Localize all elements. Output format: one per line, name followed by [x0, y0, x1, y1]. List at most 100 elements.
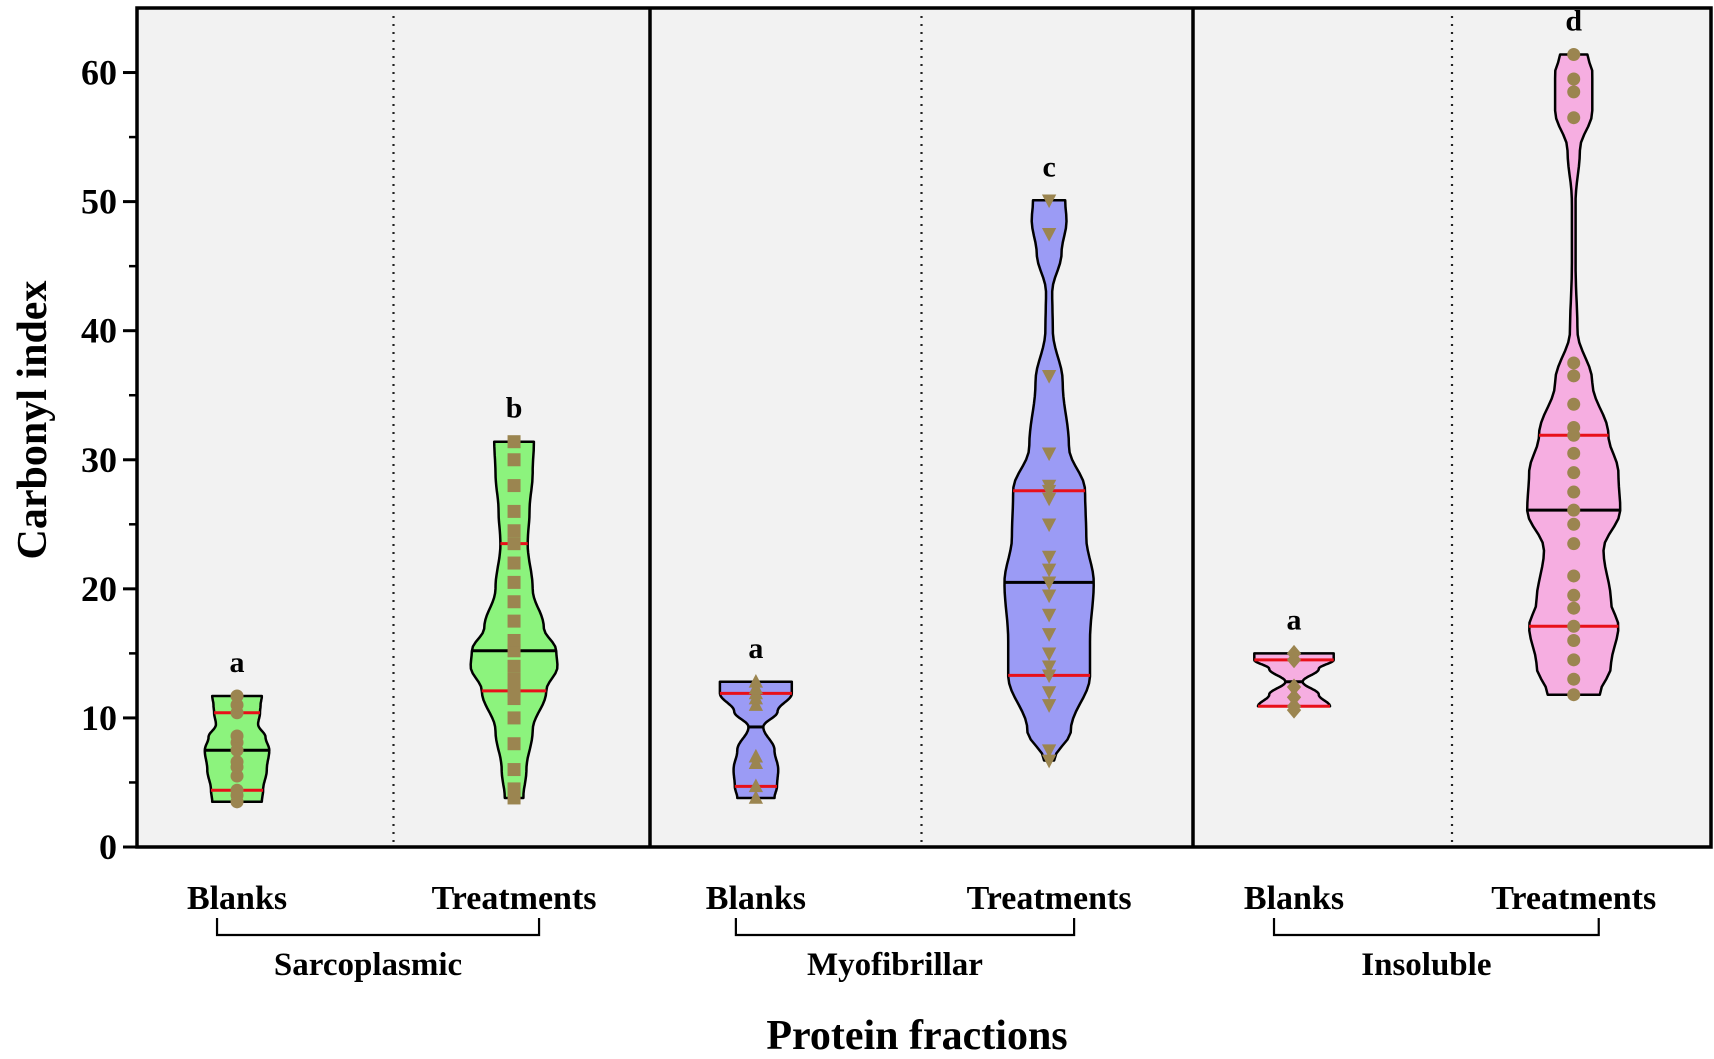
violins: a b a c a d	[203, 4, 1622, 809]
significance-label: a	[748, 632, 763, 665]
violin-body	[718, 680, 794, 800]
data-point	[1041, 370, 1057, 384]
data-point	[507, 672, 521, 686]
data-point	[1567, 601, 1581, 615]
category-label: Blanks	[706, 880, 806, 917]
category-label: Blanks	[187, 880, 287, 917]
violin-insoluble-treatments: d	[1525, 4, 1622, 702]
data-point	[1567, 397, 1581, 411]
plot-border	[135, 6, 1713, 849]
data-point	[230, 755, 244, 769]
group-label: Myofibrillar	[807, 947, 983, 983]
data-point	[230, 783, 244, 797]
data-point	[1041, 589, 1057, 604]
group-bracket	[1272, 918, 1600, 937]
data-point	[1567, 446, 1581, 460]
data-point	[507, 595, 521, 609]
data-point	[230, 729, 244, 743]
y-tick-label: 20	[81, 569, 117, 609]
data-point	[1567, 503, 1581, 517]
data-point	[1041, 669, 1057, 684]
data-point	[507, 435, 521, 449]
panel-backgrounds	[137, 8, 1711, 847]
y-axis: 0 10 20 30 40 50 60	[81, 53, 137, 867]
data-point	[1041, 628, 1057, 642]
data-point	[1567, 588, 1581, 602]
data-point	[507, 737, 521, 751]
y-tick-label: 10	[81, 698, 117, 738]
plot-frame	[135, 6, 1713, 849]
data-point	[1041, 492, 1057, 507]
data-point	[1567, 633, 1581, 647]
data-point	[507, 537, 521, 551]
violin-sarcoplasmic-blanks: a	[203, 646, 271, 809]
data-point	[507, 524, 521, 538]
data-point	[1041, 754, 1057, 769]
x-axis-labels: Blanks Treatments Sarcoplasmic Blanks Treatm…	[187, 880, 1656, 983]
data-point	[507, 614, 521, 628]
significance-label: a	[230, 646, 245, 679]
data-point	[1286, 644, 1302, 662]
data-point	[1041, 660, 1057, 675]
data-point	[1567, 85, 1581, 99]
data-point	[1567, 421, 1581, 434]
data-point	[1567, 369, 1581, 383]
data-point	[1567, 537, 1581, 551]
data-point	[1567, 569, 1581, 583]
data-point	[1567, 356, 1581, 370]
data-point	[1567, 485, 1581, 499]
data-point	[507, 453, 521, 467]
y-tick-label: 60	[81, 53, 117, 93]
data-point	[230, 698, 244, 712]
data-point	[507, 575, 521, 589]
data-point	[1567, 111, 1581, 125]
data-point	[1567, 672, 1581, 686]
data-point	[1567, 688, 1581, 702]
data-point	[1567, 466, 1581, 480]
group-bracket	[734, 918, 1076, 937]
data-point	[1567, 517, 1581, 531]
significance-label: a	[1287, 603, 1302, 636]
category-label: Blanks	[1244, 880, 1344, 917]
data-point	[230, 769, 244, 783]
data-point	[1286, 678, 1302, 696]
data-point	[230, 689, 244, 703]
data-point	[507, 633, 521, 647]
data-point	[1041, 608, 1057, 623]
data-point	[507, 684, 521, 698]
data-point	[507, 504, 521, 518]
data-point	[1041, 744, 1057, 758]
violin-sarcoplasmic-treatments: b	[469, 392, 559, 805]
significance-label: b	[506, 392, 523, 425]
violin-myofibrillar-blanks: a	[718, 632, 794, 804]
data-point	[1567, 619, 1581, 633]
data-point	[1041, 550, 1057, 565]
group-label: Insoluble	[1361, 947, 1491, 983]
group-bracket	[215, 918, 541, 937]
y-tick-label: 30	[81, 440, 117, 480]
y-axis-title: Carbonyl index	[10, 281, 56, 560]
y-tick-label: 50	[81, 182, 117, 222]
data-point	[748, 748, 764, 763]
violin-insoluble-blanks: a	[1253, 603, 1335, 719]
data-point	[1567, 72, 1581, 86]
data-point	[1286, 688, 1302, 706]
significance-label: d	[1565, 4, 1582, 37]
data-point	[1041, 647, 1057, 662]
data-point	[1041, 686, 1057, 700]
data-point	[748, 790, 764, 804]
data-point	[507, 782, 521, 796]
data-point	[507, 556, 521, 570]
data-point	[507, 644, 521, 658]
data-point	[507, 711, 521, 725]
data-point	[507, 659, 521, 673]
data-point	[1567, 653, 1581, 667]
x-axis-title: Protein fractions	[766, 1013, 1067, 1059]
data-point	[507, 763, 521, 777]
data-point	[1041, 447, 1057, 462]
data-point	[507, 479, 521, 493]
data-point	[1041, 563, 1057, 578]
data-point	[1041, 228, 1057, 242]
data-point	[1567, 47, 1581, 61]
